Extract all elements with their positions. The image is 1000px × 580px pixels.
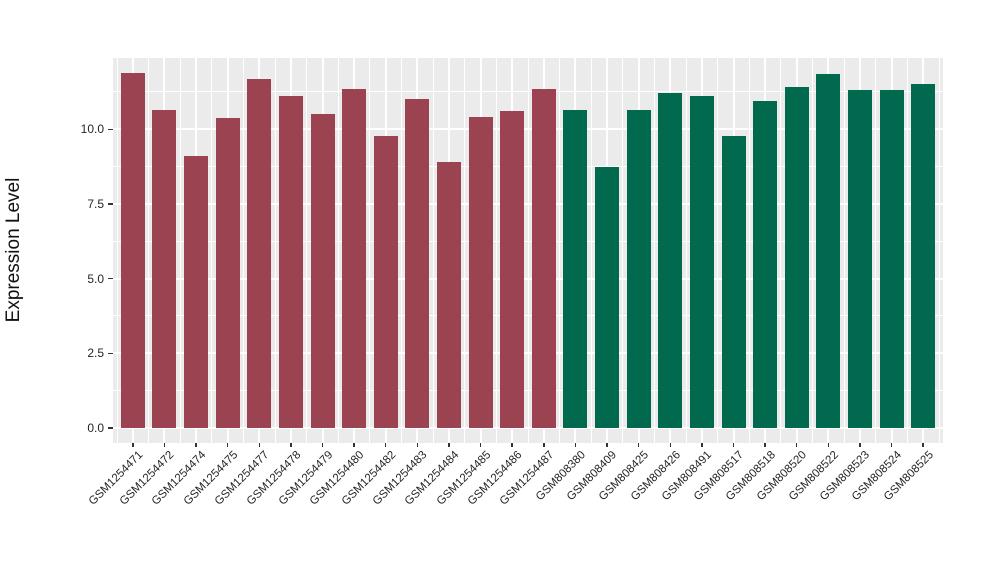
bar-GSM1254471 [120,73,145,428]
x-axis-tick [384,443,387,447]
gridline-vertical-minor [211,58,213,443]
bar-GSM808523 [847,89,872,428]
gridline-vertical-minor [527,58,529,443]
bar-GSM1254475 [215,117,240,428]
x-axis-tick [574,443,577,447]
bar-GSM1254485 [468,116,493,428]
bar-GSM1254472 [152,109,177,428]
gridline-vertical-minor [337,58,339,443]
bar-GSM1254480 [342,88,367,428]
bar-GSM1254479 [310,113,335,428]
x-axis-tick [732,443,735,447]
x-axis-tick [195,443,197,447]
gridline-vertical-minor [717,58,719,443]
gridline-vertical-minor [464,58,466,443]
gridline-vertical-minor [179,58,181,443]
bar-GSM808409 [595,166,620,428]
gridline-vertical-minor [875,58,877,443]
bar-GSM808525 [911,84,936,428]
bar-GSM1254477 [247,78,272,428]
x-axis-tick [448,443,450,447]
y-axis-tick [108,277,113,280]
gridline-vertical-minor [274,58,276,443]
gridline-vertical-minor [116,58,118,443]
gridline-vertical-minor [653,58,655,443]
x-axis-tick [922,443,924,447]
y-axis-tick-label: 5.0 [87,271,104,286]
gridline-vertical-minor [559,58,561,443]
x-axis-tick [637,443,640,447]
x-axis-tick [827,443,830,447]
bar-GSM808517 [721,136,746,428]
bar-GSM808524 [879,90,904,428]
gridline-vertical-minor [432,58,434,443]
gridline-vertical-minor [148,58,150,443]
bar-GSM1254487 [531,88,556,428]
x-axis-tick [859,443,861,447]
bar-GSM808380 [563,110,588,428]
bar-GSM1254483 [405,98,430,428]
bar-GSM808518 [753,100,778,428]
x-axis-tick [290,443,292,447]
x-axis-tick [479,443,482,447]
gridline-vertical-minor [306,58,308,443]
bar-GSM1254486 [500,111,525,428]
x-axis-tick [764,443,766,447]
gridline-vertical-minor [495,58,497,443]
gridline-vertical-minor [590,58,592,443]
x-axis-tick [353,443,355,447]
gridline-vertical-minor [906,58,908,443]
y-axis-tick-label: 7.5 [87,196,104,211]
gridline-vertical-minor [685,58,687,443]
x-axis-tick [890,443,893,447]
plot-panel [113,58,943,443]
x-axis-tick [606,443,608,447]
x-axis-tick [226,443,229,447]
bar-GSM808491 [689,96,714,428]
gridline-vertical-minor [938,58,940,443]
bar-GSM1254482 [373,135,398,428]
x-axis-tick [163,443,166,447]
y-axis-tick-label: 0.0 [87,421,104,435]
y-axis-title-text: Expression Level [3,177,24,323]
gridline-vertical-minor [843,58,845,443]
x-axis-tick [795,443,798,447]
x-axis-tick [258,443,261,447]
x-axis-tick [701,443,703,447]
gridline-vertical-minor [622,58,624,443]
gridline-vertical-minor [242,58,244,443]
y-axis-tick-label: 2.5 [87,346,104,361]
gridline-vertical-minor [369,58,371,443]
bar-GSM1254484 [436,162,461,428]
bar-GSM1254474 [184,155,209,428]
y-axis-tick [108,427,113,429]
x-axis-tick [511,443,513,447]
y-axis-tick-label: 10.0 [80,122,104,137]
bar-GSM808425 [626,110,651,428]
x-axis-tick [669,443,672,447]
y-axis-tick [108,352,113,355]
y-axis-tick [108,128,113,131]
x-axis-tick [321,443,324,447]
y-axis-tick [108,203,113,205]
bar-GSM808426 [658,92,683,428]
bar-GSM808520 [784,86,809,428]
gridline-vertical-minor [812,58,814,443]
x-axis-tick [132,443,134,447]
bar-GSM1254478 [278,95,303,428]
x-axis-tick [543,443,545,447]
gridline-vertical-minor [401,58,403,443]
gridline-vertical-minor [748,58,750,443]
gridline-vertical-minor [780,58,782,443]
bar-GSM808522 [816,74,841,428]
x-axis-tick [416,443,419,447]
